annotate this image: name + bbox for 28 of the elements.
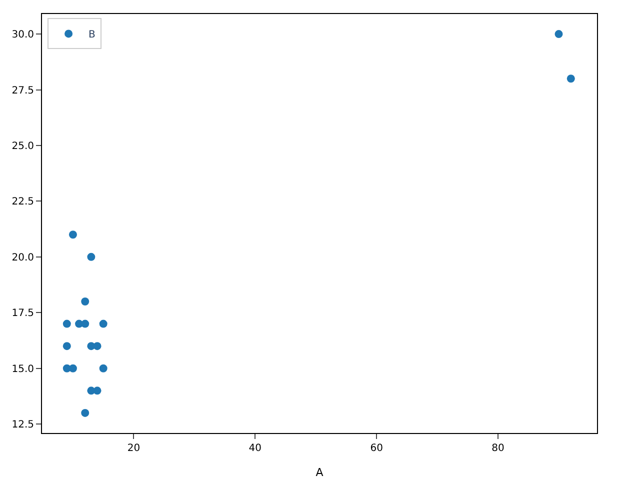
point [81,408,90,417]
point [93,342,102,350]
y-tick-label: 22.5 [12,196,34,208]
point [566,74,575,83]
point [81,320,90,328]
point [93,386,102,395]
point [87,252,96,261]
point [68,230,77,239]
y-tick-label: 12.5 [12,420,34,431]
y-tick-label: 15.0 [12,364,34,375]
y-tick-label: 30.0 [12,30,34,41]
point [81,298,90,306]
x-axis-title: A [316,466,324,480]
x-tick-label: 40 [248,443,262,454]
x-tick-label: 20 [127,443,140,454]
point [554,30,563,38]
x-tick-label: 80 [492,443,504,454]
x-tick-label: 60 [370,443,383,454]
y-tick-label: 20.0 [12,252,34,264]
y-tick-label: 25.0 [12,140,34,152]
point [62,342,71,350]
y-tick-label: 27.5 [12,85,34,96]
legend-label: B [88,30,96,41]
point [99,364,108,372]
point [99,320,108,328]
point [68,364,77,372]
y-tick-label: 17.5 [12,308,34,320]
point [62,320,71,328]
